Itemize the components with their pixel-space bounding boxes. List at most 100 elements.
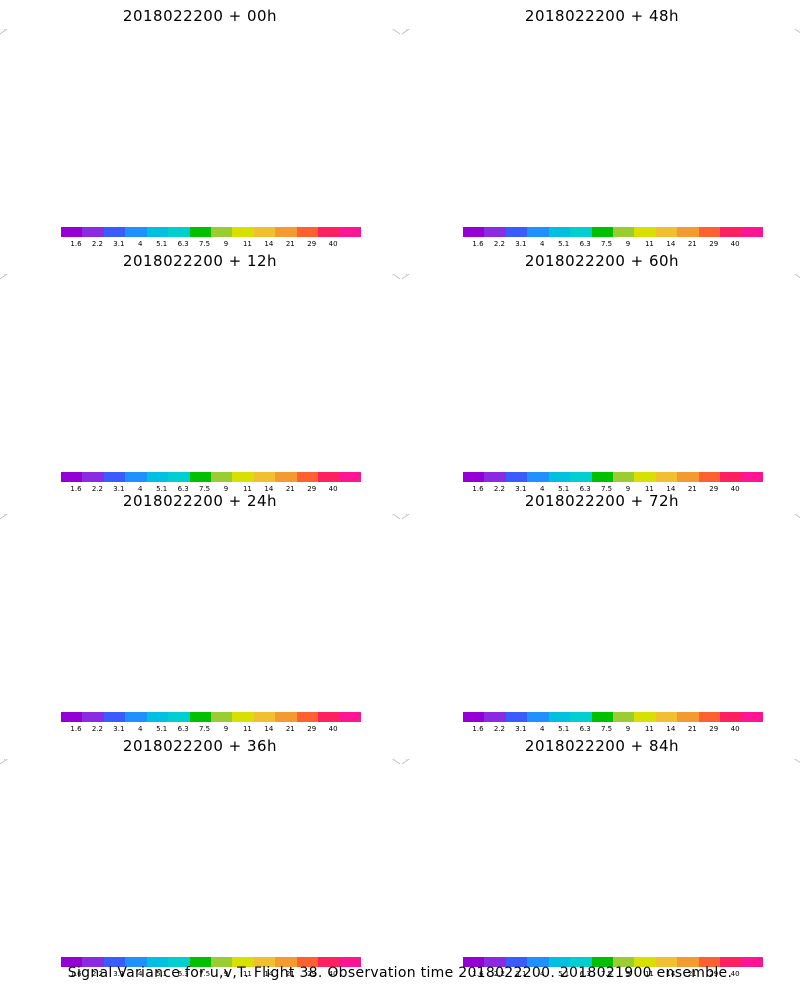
colorbar-tick-label: 6.3 — [579, 725, 591, 733]
variance-map — [0, 759, 400, 803]
contour-level — [554, 826, 633, 863]
contour-level — [444, 33, 697, 73]
colorbar-swatch — [253, 957, 276, 967]
graticule-line — [402, 514, 800, 558]
contour-level — [526, 813, 657, 878]
contour-level — [454, 514, 755, 558]
colorbar-swatch — [570, 472, 592, 482]
colorbar-swatch — [82, 472, 104, 482]
colorbar-tick-label: 40 — [328, 970, 338, 978]
contour-level — [485, 316, 653, 318]
colorbar-tick-label: 21 — [687, 970, 697, 978]
colorbar-swatch — [232, 712, 254, 722]
contour-level — [113, 319, 244, 381]
contour-level — [560, 346, 612, 373]
contour-level — [533, 327, 641, 380]
contour-field — [402, 514, 800, 631]
colorbar-swatch — [655, 712, 678, 722]
colorbar-tick-label: 9 — [223, 240, 229, 248]
contour-level — [532, 559, 654, 631]
colorbar-tick-label: 4 — [138, 240, 143, 248]
coastline — [521, 533, 723, 558]
contour-field — [0, 29, 400, 73]
colorbar-swatch — [339, 957, 361, 967]
colorbar-swatch — [61, 712, 83, 722]
colorbar-tick-label: 5.1 — [156, 725, 168, 733]
map-panel: 2018022200 + 00h 1.6 2.2 3.1 4 5.1 6.3 7.5 9 11 14… — [0, 5, 400, 250]
colorbar-tick-label: 1.6 — [472, 970, 484, 978]
colorbar-tick-label: 3.1 — [515, 970, 527, 978]
graticule-line — [711, 29, 800, 73]
colorbar-swatch — [296, 957, 319, 967]
contour-level — [544, 573, 644, 626]
graticule-line — [0, 759, 91, 803]
colorbar-swatch — [61, 472, 83, 482]
colorbar-swatch — [720, 227, 742, 237]
colorbar-swatch — [275, 957, 297, 967]
colorbar-swatch — [505, 472, 528, 482]
graticule-line — [0, 274, 400, 318]
colorbar-tick-label: 29 — [307, 970, 317, 978]
contour-level — [78, 539, 289, 558]
colorbar-swatch — [253, 227, 276, 237]
colorbar-tick-label: 40 — [730, 970, 740, 978]
contour-level — [143, 564, 240, 616]
graticule-line — [402, 759, 493, 803]
contour-level — [529, 805, 676, 883]
colorbar-swatch — [189, 227, 211, 237]
graticule-line — [495, 58, 545, 73]
graticule-line — [711, 759, 800, 803]
colorbar-tick-label: 14 — [666, 970, 676, 978]
colorbar-swatch — [612, 227, 635, 237]
colorbar-swatch — [168, 227, 190, 237]
colorbar-tick-label: 3.1 — [113, 970, 125, 978]
colorbar-swatch — [655, 227, 678, 237]
colorbar-ticks: 1.6 2.2 3.1 4 5.1 6.3 7.5 9 11 14 21 29 40 — [463, 240, 763, 250]
contour-level — [88, 779, 287, 803]
colorbar-swatch — [570, 957, 592, 967]
figure-caption: Signal Variance for u,v,T. Flight 38. Ob… — [67, 965, 733, 981]
colorbar-swatch — [275, 472, 297, 482]
colorbar-swatch — [741, 712, 763, 722]
variance-map — [402, 274, 800, 380]
graticule-line — [309, 759, 400, 803]
graticule-line — [257, 58, 307, 73]
contour-field — [402, 29, 800, 73]
graticule-line — [0, 274, 91, 318]
graticule-line — [257, 303, 307, 318]
colorbar-swatch — [634, 227, 656, 237]
map-panel: 2018022200 + 36h 1.6 2.2 3.1 4 5.1 6.3 7.5 9 11 14… — [0, 735, 400, 980]
colorbar-tick-label: 3.1 — [515, 240, 527, 248]
panel-title: 2018022200 + 72h — [524, 492, 680, 510]
contour-field — [402, 274, 800, 380]
colorbar-tick-label: 2.2 — [493, 725, 505, 733]
colorbar-swatch — [146, 957, 169, 967]
colorbar-tick-label: 40 — [730, 240, 740, 248]
panel-title: 2018022200 + 60h — [524, 252, 680, 270]
colorbar-tick-label: 7.5 — [198, 970, 211, 978]
colorbar-swatch — [253, 472, 276, 482]
colorbar-tick-label: 29 — [709, 485, 719, 493]
colorbar-tick-label: 14 — [666, 725, 676, 733]
colorbar-tick-label: 7.5 — [600, 725, 613, 733]
colorbar-swatch — [634, 957, 656, 967]
colorbar-swatch — [655, 957, 678, 967]
colorbar-swatch — [527, 712, 549, 722]
colorbar-swatch — [210, 712, 233, 722]
coastline — [521, 293, 723, 318]
panel-title: 2018022200 + 36h — [122, 737, 278, 755]
colorbar-swatch — [698, 957, 721, 967]
colorbar-swatch — [61, 957, 83, 967]
colorbar-tick-label: 5.1 — [156, 240, 168, 248]
colorbar-swatch — [548, 957, 571, 967]
colorbar-swatch — [232, 227, 254, 237]
colorbar-tick-label: 1.6 — [70, 970, 82, 978]
colorbar-swatch — [146, 472, 169, 482]
contour-field — [0, 514, 400, 616]
contour-level — [114, 67, 247, 73]
map-outline — [0, 759, 400, 765]
colorbar-tick-label: 2.2 — [493, 485, 505, 493]
colorbar-swatch — [210, 227, 233, 237]
graticule-line — [93, 543, 143, 558]
graticule-line — [402, 274, 493, 318]
